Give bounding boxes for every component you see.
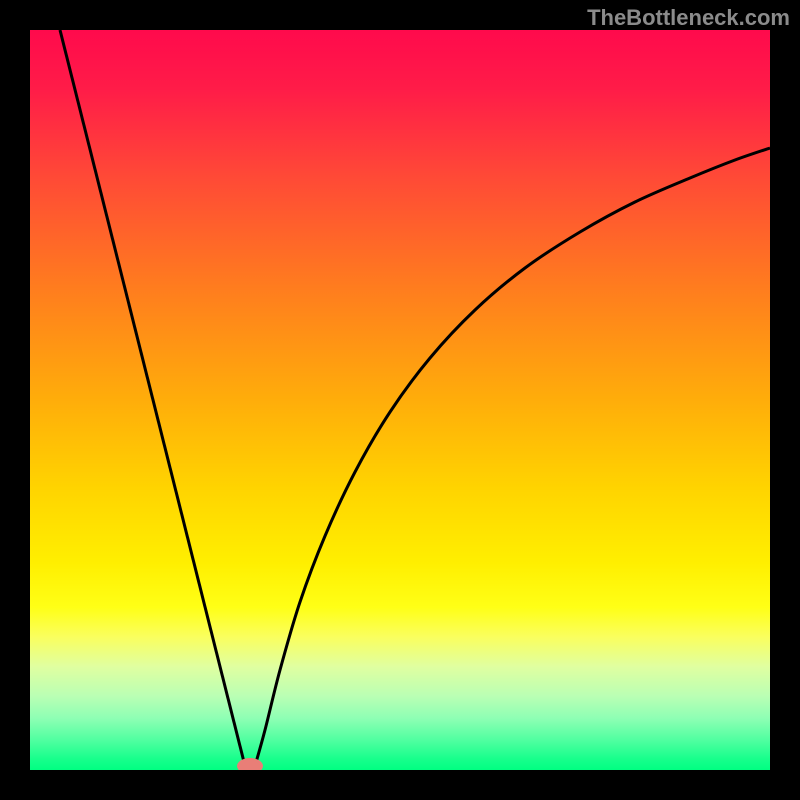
chart-frame: TheBottleneck.com bbox=[0, 0, 800, 800]
bottleneck-curve bbox=[30, 30, 770, 770]
minimum-marker bbox=[237, 758, 263, 770]
watermark-text: TheBottleneck.com bbox=[587, 5, 790, 31]
frame-border-left bbox=[0, 0, 30, 800]
curve-right-arc bbox=[255, 148, 770, 766]
plot-area bbox=[30, 30, 770, 770]
curve-left-line bbox=[60, 30, 245, 766]
frame-border-right bbox=[770, 0, 800, 800]
frame-border-bottom bbox=[0, 770, 800, 800]
